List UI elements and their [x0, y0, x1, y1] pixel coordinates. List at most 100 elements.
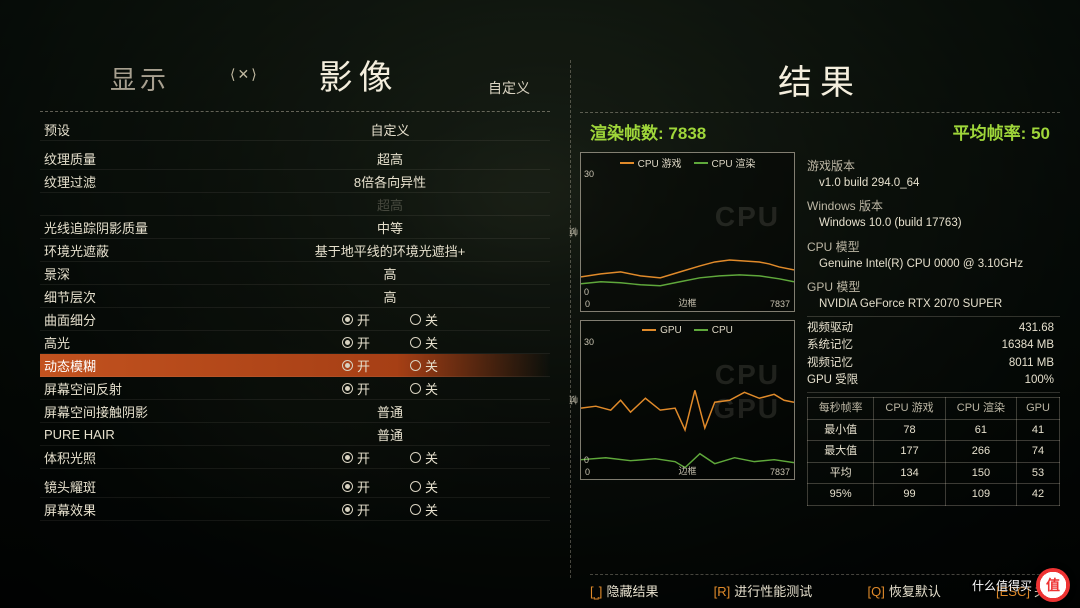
radio-dot-icon — [342, 481, 353, 492]
windows-version-value: Windows 10.0 (build 17763) — [807, 215, 1060, 232]
tab-row: 显示 ⟨✕⟩ 影像 — [40, 50, 550, 99]
radio-dot-icon — [410, 452, 421, 463]
hotkey-hint[interactable]: [⎵]隐藏结果 — [590, 581, 658, 600]
setting-toggle[interactable]: 开关 — [234, 379, 546, 398]
table-header: 每秒帧率 — [808, 398, 874, 420]
setting-row[interactable]: 屏幕空间接触阴影普通 — [40, 400, 550, 423]
setting-value: 高 — [234, 287, 546, 306]
info-pair: 系统记忆16384 MB — [807, 337, 1060, 354]
setting-toggle[interactable]: 开关 — [234, 356, 546, 375]
setting-row[interactable]: 镜头耀斑开关 — [40, 475, 550, 498]
radio-on[interactable]: 开 — [342, 448, 370, 467]
gpu-model-label: GPU 模型 — [807, 278, 1060, 296]
setting-toggle[interactable]: 开关 — [234, 500, 546, 519]
setting-row[interactable]: 预设自定义 — [40, 118, 550, 141]
hotkey-hint[interactable]: [R]进行性能测试 — [714, 581, 813, 600]
setting-row[interactable]: 环境光遮蔽基于地平线的环境光遮挡+ — [40, 239, 550, 262]
table-header: GPU — [1017, 398, 1060, 420]
setting-toggle[interactable]: 开关 — [234, 333, 546, 352]
setting-row[interactable]: 光线追踪阴影质量中等 — [40, 216, 550, 239]
setting-row[interactable]: 高光开关 — [40, 331, 550, 354]
info-pair: 视频驱动431.68 — [807, 320, 1060, 337]
game-version-value: v1.0 build 294.0_64 — [807, 175, 1060, 192]
settings-panel: 显示 ⟨✕⟩ 影像 自定义 预设自定义纹理质量超高纹理过滤8倍各向异性超高光线追… — [0, 0, 570, 608]
radio-off[interactable]: 关 — [410, 310, 438, 329]
tab-display[interactable]: 显示 — [110, 60, 170, 97]
setting-row[interactable]: 曲面细分开关 — [40, 308, 550, 331]
setting-row[interactable]: 体积光照开关 — [40, 446, 550, 469]
tab-image[interactable]: 影像 — [319, 50, 399, 99]
radio-dot-icon — [342, 314, 353, 325]
hotkey-hint[interactable]: [Q]恢复默认 — [867, 581, 940, 600]
setting-row[interactable]: 纹理过滤8倍各向异性 — [40, 170, 550, 193]
radio-on[interactable]: 开 — [342, 379, 370, 398]
setting-value: 高 — [234, 264, 546, 283]
setting-toggle[interactable]: 开关 — [234, 477, 546, 496]
watermark-text: 什么值得买 — [972, 577, 1032, 594]
divider — [807, 392, 1060, 393]
x-min: 0 — [585, 299, 590, 309]
radio-off[interactable]: 关 — [410, 333, 438, 352]
setting-value: 普通 — [234, 425, 546, 444]
radio-on[interactable]: 开 — [342, 500, 370, 519]
radio-off[interactable]: 关 — [410, 356, 438, 375]
x-max: 7837 — [770, 467, 790, 477]
setting-label: 纹理过滤 — [44, 172, 234, 191]
setting-label: 屏幕效果 — [44, 500, 234, 519]
radio-dot-icon — [342, 452, 353, 463]
radio-on[interactable]: 开 — [342, 310, 370, 329]
x-max: 7837 — [770, 299, 790, 309]
y-min: 0 — [584, 455, 589, 465]
setting-label: 细节层次 — [44, 287, 234, 306]
setting-row[interactable]: 屏幕效果开关 — [40, 498, 550, 521]
setting-value: 超高 — [234, 195, 546, 214]
setting-row[interactable]: PURE HAIR普通 — [40, 423, 550, 446]
setting-label: 曲面细分 — [44, 310, 234, 329]
table-row: 最小值786141 — [808, 419, 1060, 441]
results-panel: 结果 渲染帧数: 7838 平均帧率: 50 CPU 游戏CPU 渲染 帧 CP… — [570, 0, 1080, 608]
watermark-badge-icon: 值 — [1036, 568, 1070, 602]
setting-row[interactable]: 动态模糊开关 — [40, 354, 550, 377]
setting-label: 景深 — [44, 264, 234, 283]
settings-list: 预设自定义纹理质量超高纹理过滤8倍各向异性超高光线追踪阴影质量中等环境光遮蔽基于… — [40, 118, 550, 521]
setting-row[interactable]: 景深高 — [40, 262, 550, 285]
gpu-model-value: NVIDIA GeForce RTX 2070 SUPER — [807, 296, 1060, 313]
table-row: 平均13415053 — [808, 462, 1060, 484]
radio-off[interactable]: 关 — [410, 448, 438, 467]
fps-table: 每秒帧率CPU 游戏CPU 渲染GPU 最小值786141最大值17726674… — [807, 397, 1060, 506]
setting-label: 动态模糊 — [44, 356, 234, 375]
radio-on[interactable]: 开 — [342, 356, 370, 375]
setting-row[interactable]: 超高 — [40, 193, 550, 216]
avg-fps-stat: 平均帧率: 50 — [953, 119, 1050, 144]
y-min: 0 — [584, 287, 589, 297]
radio-dot-icon — [410, 383, 421, 394]
table-row: 95%9910942 — [808, 484, 1060, 506]
table-header: CPU 游戏 — [874, 398, 945, 420]
radio-dot-icon — [342, 383, 353, 394]
setting-row[interactable]: 纹理质量超高 — [40, 147, 550, 170]
setting-label: 镜头耀斑 — [44, 477, 234, 496]
axis-label: 帧 — [567, 228, 580, 237]
setting-value: 超高 — [234, 149, 546, 168]
radio-off[interactable]: 关 — [410, 379, 438, 398]
preset-custom-tag: 自定义 — [488, 78, 530, 98]
table-header: CPU 渲染 — [945, 398, 1016, 420]
system-info: 游戏版本 v1.0 build 294.0_64 Windows 版本 Wind… — [807, 152, 1060, 506]
setting-label: 屏幕空间反射 — [44, 379, 234, 398]
radio-on[interactable]: 开 — [342, 333, 370, 352]
x-min: 0 — [585, 467, 590, 477]
setting-label: 环境光遮蔽 — [44, 241, 234, 260]
setting-toggle[interactable]: 开关 — [234, 448, 546, 467]
setting-row[interactable]: 细节层次高 — [40, 285, 550, 308]
cpu-chart: CPU 游戏CPU 渲染 帧 CPU 30 0 0 边框 7837 — [580, 152, 795, 312]
setting-value: 基于地平线的环境光遮挡+ — [234, 241, 546, 260]
radio-dot-icon — [410, 481, 421, 492]
setting-toggle[interactable]: 开关 — [234, 310, 546, 329]
setting-row[interactable]: 屏幕空间反射开关 — [40, 377, 550, 400]
radio-dot-icon — [410, 337, 421, 348]
setting-label: PURE HAIR — [44, 427, 234, 442]
radio-off[interactable]: 关 — [410, 477, 438, 496]
radio-off[interactable]: 关 — [410, 500, 438, 519]
radio-on[interactable]: 开 — [342, 477, 370, 496]
info-pair: 视频记忆8011 MB — [807, 355, 1060, 372]
